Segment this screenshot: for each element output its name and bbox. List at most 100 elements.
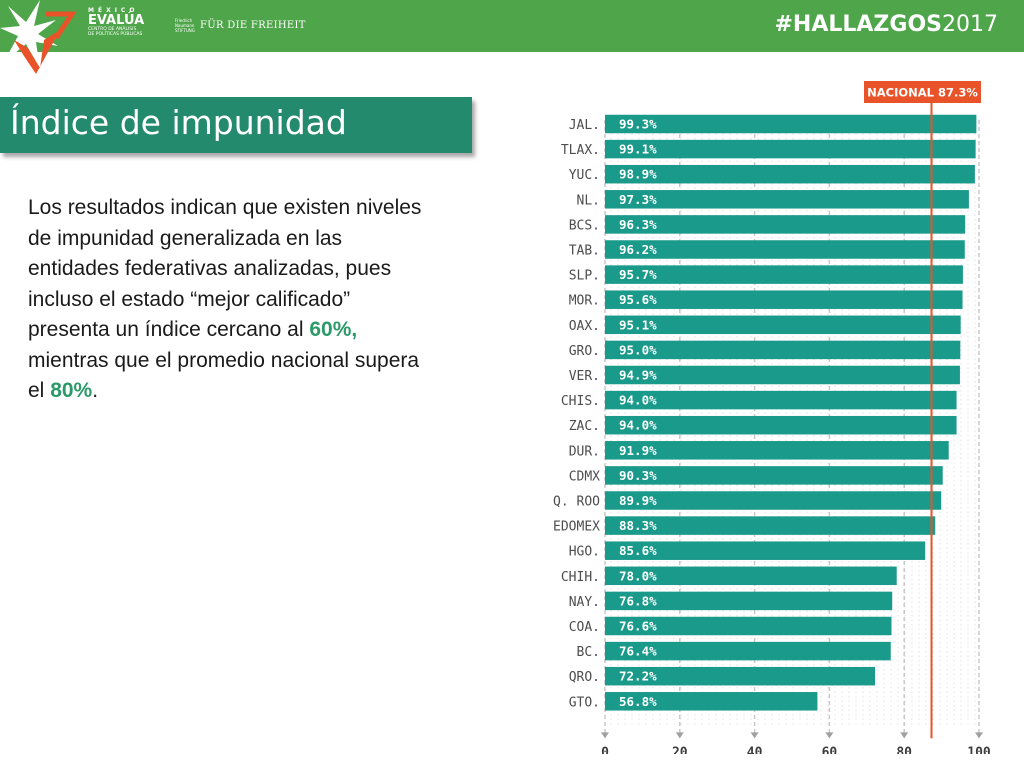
bar bbox=[605, 616, 892, 636]
header-bar: MÉXICO EVALÚA CENTRO DE ANÁLISIS DE POLÍ… bbox=[0, 0, 1024, 74]
category-label: CDMX bbox=[569, 469, 600, 484]
bar bbox=[605, 315, 961, 335]
hashtag-title: #HALLAZGOS2017 bbox=[775, 12, 999, 37]
bar-value-label: 88.3% bbox=[619, 518, 657, 533]
category-label: TLAX. bbox=[561, 143, 600, 158]
body-text-1: Los resultados indican que existen nivel… bbox=[28, 196, 422, 341]
category-label: CHIH. bbox=[561, 570, 600, 585]
bar-value-label: 95.6% bbox=[619, 292, 657, 307]
x-tick-arrow bbox=[675, 732, 684, 739]
x-tick-label: 40 bbox=[747, 745, 763, 754]
x-tick-arrow bbox=[975, 732, 983, 739]
category-label: BC. bbox=[577, 645, 600, 660]
bar-value-label: 94.9% bbox=[619, 368, 657, 383]
category-label: VER. bbox=[569, 369, 600, 384]
bar-value-label: 89.9% bbox=[619, 493, 657, 508]
bar bbox=[605, 516, 936, 535]
bar-value-label: 95.7% bbox=[619, 267, 657, 282]
category-label: JAL. bbox=[569, 118, 600, 133]
x-tick-arrow bbox=[601, 732, 609, 739]
bar bbox=[605, 390, 957, 410]
slide-title: Índice de impunidad bbox=[10, 103, 347, 142]
partner-main-text: FÜR DIE FREIHEIT bbox=[200, 20, 306, 31]
category-label: ZAC. bbox=[569, 419, 600, 434]
bar bbox=[605, 591, 893, 611]
bar bbox=[605, 566, 897, 586]
bar bbox=[605, 415, 957, 435]
x-tick-label: 0 bbox=[601, 745, 609, 754]
brand-line-3: CENTRO DE ANÁLISIS bbox=[88, 27, 137, 32]
x-tick-label: 20 bbox=[672, 745, 688, 754]
category-label: YUC. bbox=[569, 168, 600, 183]
x-tick-arrow bbox=[900, 732, 909, 739]
bar-value-label: 98.9% bbox=[619, 167, 657, 182]
bar bbox=[605, 641, 891, 661]
category-label: TAB. bbox=[569, 244, 600, 259]
brand-line-1: MÉXICO bbox=[88, 7, 139, 14]
category-label: OAX. bbox=[569, 319, 600, 334]
category-label: NAY. bbox=[569, 595, 600, 610]
impunity-bar-chart: 99.3% JAL. 99.1% TLAX. 98.9% YUC. 97.3% NL. 96.3… bbox=[553, 81, 991, 754]
category-label: CHIS. bbox=[561, 394, 600, 409]
bar bbox=[605, 692, 818, 711]
x-tick-label: 60 bbox=[822, 745, 838, 754]
bar bbox=[605, 190, 969, 209]
category-label: BCS. bbox=[569, 218, 600, 233]
category-label: DUR. bbox=[569, 444, 600, 459]
bar-value-label: 94.0% bbox=[619, 418, 657, 433]
bar-value-label: 72.2% bbox=[619, 669, 657, 684]
bar-value-label: 95.1% bbox=[619, 317, 657, 332]
body-text-3: . bbox=[92, 379, 99, 402]
bar bbox=[605, 365, 960, 385]
national-reference-badge bbox=[864, 81, 981, 103]
category-label: NL. bbox=[577, 193, 600, 208]
hashtag-year: 2017 bbox=[942, 12, 998, 37]
category-label: HGO. bbox=[569, 545, 600, 560]
category-label: SLP. bbox=[569, 269, 600, 284]
bar-value-label: 76.8% bbox=[619, 593, 657, 608]
category-label: COA. bbox=[569, 620, 600, 635]
x-tick-arrow bbox=[750, 732, 759, 739]
body-highlight-2: 80% bbox=[50, 379, 93, 402]
x-tick-label: 80 bbox=[896, 745, 912, 754]
body-text-2: mientras que el promedio nacional supera… bbox=[28, 348, 420, 403]
body-highlight-1: 60%, bbox=[309, 318, 358, 341]
bar-value-label: 78.0% bbox=[619, 568, 657, 583]
bar-value-label: 56.8% bbox=[619, 694, 657, 709]
x-tick-arrow bbox=[825, 732, 834, 739]
bar-value-label: 94.0% bbox=[619, 393, 657, 408]
partner-small-text: Friedrich Naumann STIFTUNG bbox=[175, 18, 195, 33]
x-tick-label: 100 bbox=[967, 745, 991, 754]
bar bbox=[605, 265, 963, 284]
bar-value-label: 99.1% bbox=[619, 142, 657, 157]
category-label: QRO. bbox=[569, 670, 600, 685]
bar bbox=[605, 466, 943, 485]
national-reference-label: NACIONAL 87.3% bbox=[867, 86, 978, 100]
category-label: GRO. bbox=[569, 344, 600, 359]
bar bbox=[605, 290, 963, 309]
bar bbox=[605, 164, 975, 184]
bar-value-label: 99.3% bbox=[619, 117, 657, 132]
bar bbox=[605, 541, 926, 560]
body-paragraph: Los resultados indican que existen nivel… bbox=[28, 193, 428, 407]
mexico-evalua-logo-icon bbox=[0, 0, 77, 74]
bar bbox=[605, 240, 965, 259]
bar bbox=[605, 441, 949, 460]
bar-value-label: 97.3% bbox=[619, 192, 657, 207]
category-label: EDOMEX bbox=[553, 520, 600, 535]
bar-value-label: 96.2% bbox=[619, 242, 657, 257]
bar-value-label: 91.9% bbox=[619, 443, 657, 458]
brand-line-4: DE POLÍTICAS PÚBLICAS bbox=[88, 32, 143, 37]
bar-value-label: 76.6% bbox=[619, 619, 657, 634]
bar bbox=[605, 114, 977, 134]
hashtag-bold: #HALLAZGOS bbox=[774, 12, 943, 37]
bar bbox=[605, 215, 966, 234]
bar-value-label: 96.3% bbox=[619, 217, 657, 232]
bar-value-label: 90.3% bbox=[619, 468, 657, 483]
bar bbox=[605, 666, 876, 686]
brand-logo-text: MÉXICO EVALÚA CENTRO DE ANÁLISIS DE POLÍ… bbox=[88, 7, 144, 37]
bar-value-label: 85.6% bbox=[619, 543, 657, 558]
bar-value-label: 95.0% bbox=[619, 342, 657, 357]
category-label: MOR. bbox=[569, 294, 600, 309]
bar bbox=[605, 491, 942, 510]
